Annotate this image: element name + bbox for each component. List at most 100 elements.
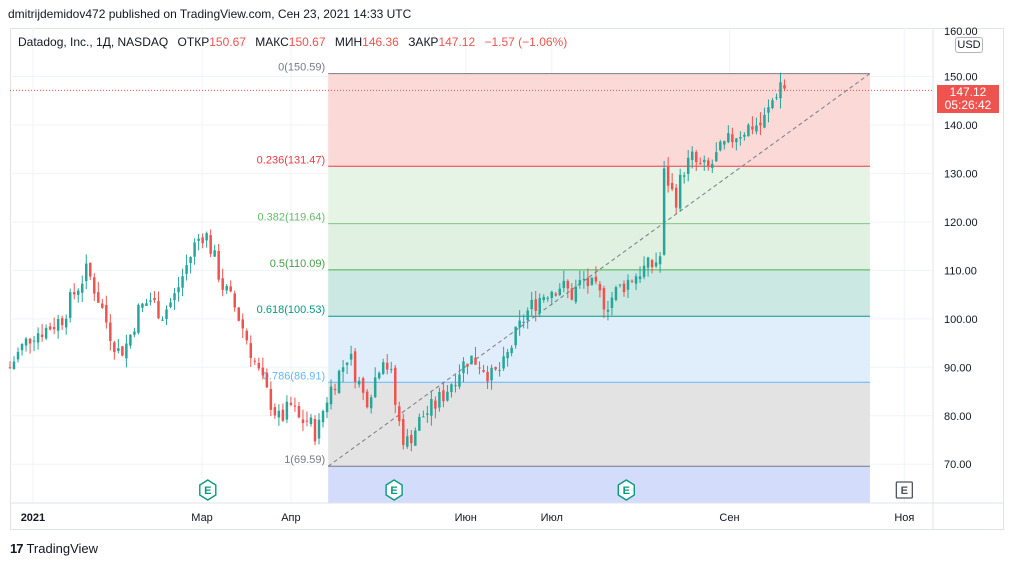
candle-body: [317, 419, 321, 439]
currency-selector[interactable]: USD: [955, 37, 983, 53]
candle-body: [233, 293, 236, 308]
candle-body: [542, 296, 545, 301]
candle-body: [24, 338, 28, 346]
price-tick-label: 70.00: [944, 459, 972, 471]
close-value: 147.12: [438, 35, 476, 49]
candle-body: [646, 257, 650, 268]
candle-body: [574, 286, 578, 302]
candle-body: [690, 151, 694, 160]
candle-body: [245, 330, 249, 341]
fibonacci-retracement[interactable]: 0(150.59) 0.236(131.47) 0.382(119.64) 0.5(1…: [257, 62, 871, 503]
candle-body: [357, 380, 361, 385]
candle-body: [594, 276, 598, 282]
symbol-name: Datadog, Inc., 1Д, NASDAQ: [18, 35, 169, 49]
candle-body: [530, 299, 533, 310]
candle-body: [719, 141, 722, 151]
candle-body: [137, 304, 140, 333]
close-label: ЗАКР: [408, 35, 439, 49]
candle-body: [739, 137, 742, 139]
candle-body: [257, 363, 261, 369]
fib-zone: [328, 466, 870, 503]
earnings-marker-hex: [199, 479, 217, 501]
candle-body: [253, 360, 257, 362]
time-tick-label: Июл: [541, 512, 563, 524]
candle-body: [237, 307, 240, 321]
fib-level-label: 0(150.59): [278, 62, 325, 74]
earnings-marker-letter: E: [623, 485, 630, 497]
price-change: −1.57 (−1.06%): [484, 35, 568, 49]
candle-body: [225, 285, 228, 291]
time-tick-label: 2021: [21, 512, 45, 524]
bar-countdown: 05:26:42: [944, 98, 992, 112]
candle-body: [783, 85, 786, 89]
candle-body: [410, 434, 413, 444]
fib-zone: [328, 73, 870, 167]
tradingview-logo[interactable]: 17 TradingView: [10, 541, 98, 556]
candle-body: [698, 163, 702, 165]
candle-body: [618, 284, 622, 286]
candle-body: [321, 411, 325, 423]
candle-body: [373, 377, 377, 398]
candle-body: [622, 283, 626, 293]
fib-zone: [328, 166, 870, 224]
candle-body: [534, 299, 537, 311]
price-tick-label: 130.00: [944, 168, 978, 180]
candle-body: [578, 280, 582, 286]
candle-body: [610, 297, 614, 309]
candle-body: [546, 297, 549, 299]
candle-body: [101, 303, 104, 308]
candle-body: [125, 343, 128, 359]
symbol-legend: Datadog, Inc., 1Д, NASDAQ ОТКР150.67 МАК…: [18, 35, 567, 49]
candle-body: [470, 355, 473, 365]
candle-body: [241, 319, 245, 329]
candle-body: [389, 369, 393, 371]
candle-body: [398, 406, 401, 422]
axes: 70.00 80.00 90.00 100.00 110.00 120.00 130.00 1…: [10, 26, 1004, 530]
candle-body: [361, 378, 365, 393]
fib-level-label: 0.5(110.09): [270, 258, 325, 270]
tradingview-brand-text: TradingView: [26, 541, 99, 556]
candle-body: [711, 163, 714, 168]
candle-body: [301, 419, 305, 424]
candle-body: [642, 265, 646, 277]
candle-body: [221, 278, 224, 290]
candle-body: [590, 277, 594, 285]
candle-body: [466, 363, 469, 367]
candle-body: [8, 367, 12, 369]
earnings-marker[interactable]: E: [385, 479, 403, 501]
candle-body: [76, 290, 80, 295]
time-tick-label: Апр: [281, 512, 300, 524]
candle-body: [767, 107, 770, 113]
low-value: 146.36: [362, 35, 399, 49]
candle-body: [249, 343, 253, 358]
candle-body: [654, 262, 658, 267]
candle-body: [117, 348, 120, 351]
candle-body: [694, 152, 698, 163]
price-tick-label: 150.00: [944, 71, 978, 83]
candle-body: [498, 370, 501, 372]
candle-body: [269, 388, 273, 410]
current-price-tag: 147.12 05:26:42: [937, 85, 999, 113]
candle-body: [430, 398, 433, 416]
candle-body: [402, 419, 405, 446]
candle-body: [133, 331, 136, 335]
candle-body: [474, 357, 477, 365]
candle-body: [353, 351, 357, 382]
chart-frame[interactable]: [10, 28, 1004, 530]
candle-body: [329, 386, 333, 405]
fib-zone: [328, 269, 870, 317]
candle-body: [478, 367, 481, 369]
candle-body: [161, 319, 164, 321]
candle-body: [149, 300, 152, 302]
earnings-marker[interactable]: E: [617, 479, 635, 501]
earnings-marker[interactable]: E: [199, 479, 217, 501]
open-value: 150.67: [209, 35, 246, 49]
candle-body: [522, 321, 525, 323]
candle-body: [650, 260, 654, 268]
candle-body: [554, 293, 558, 296]
earnings-marker[interactable]: E: [895, 481, 913, 499]
candle-body: [80, 283, 84, 293]
price-tick-label-partial: 160.00: [944, 26, 978, 38]
